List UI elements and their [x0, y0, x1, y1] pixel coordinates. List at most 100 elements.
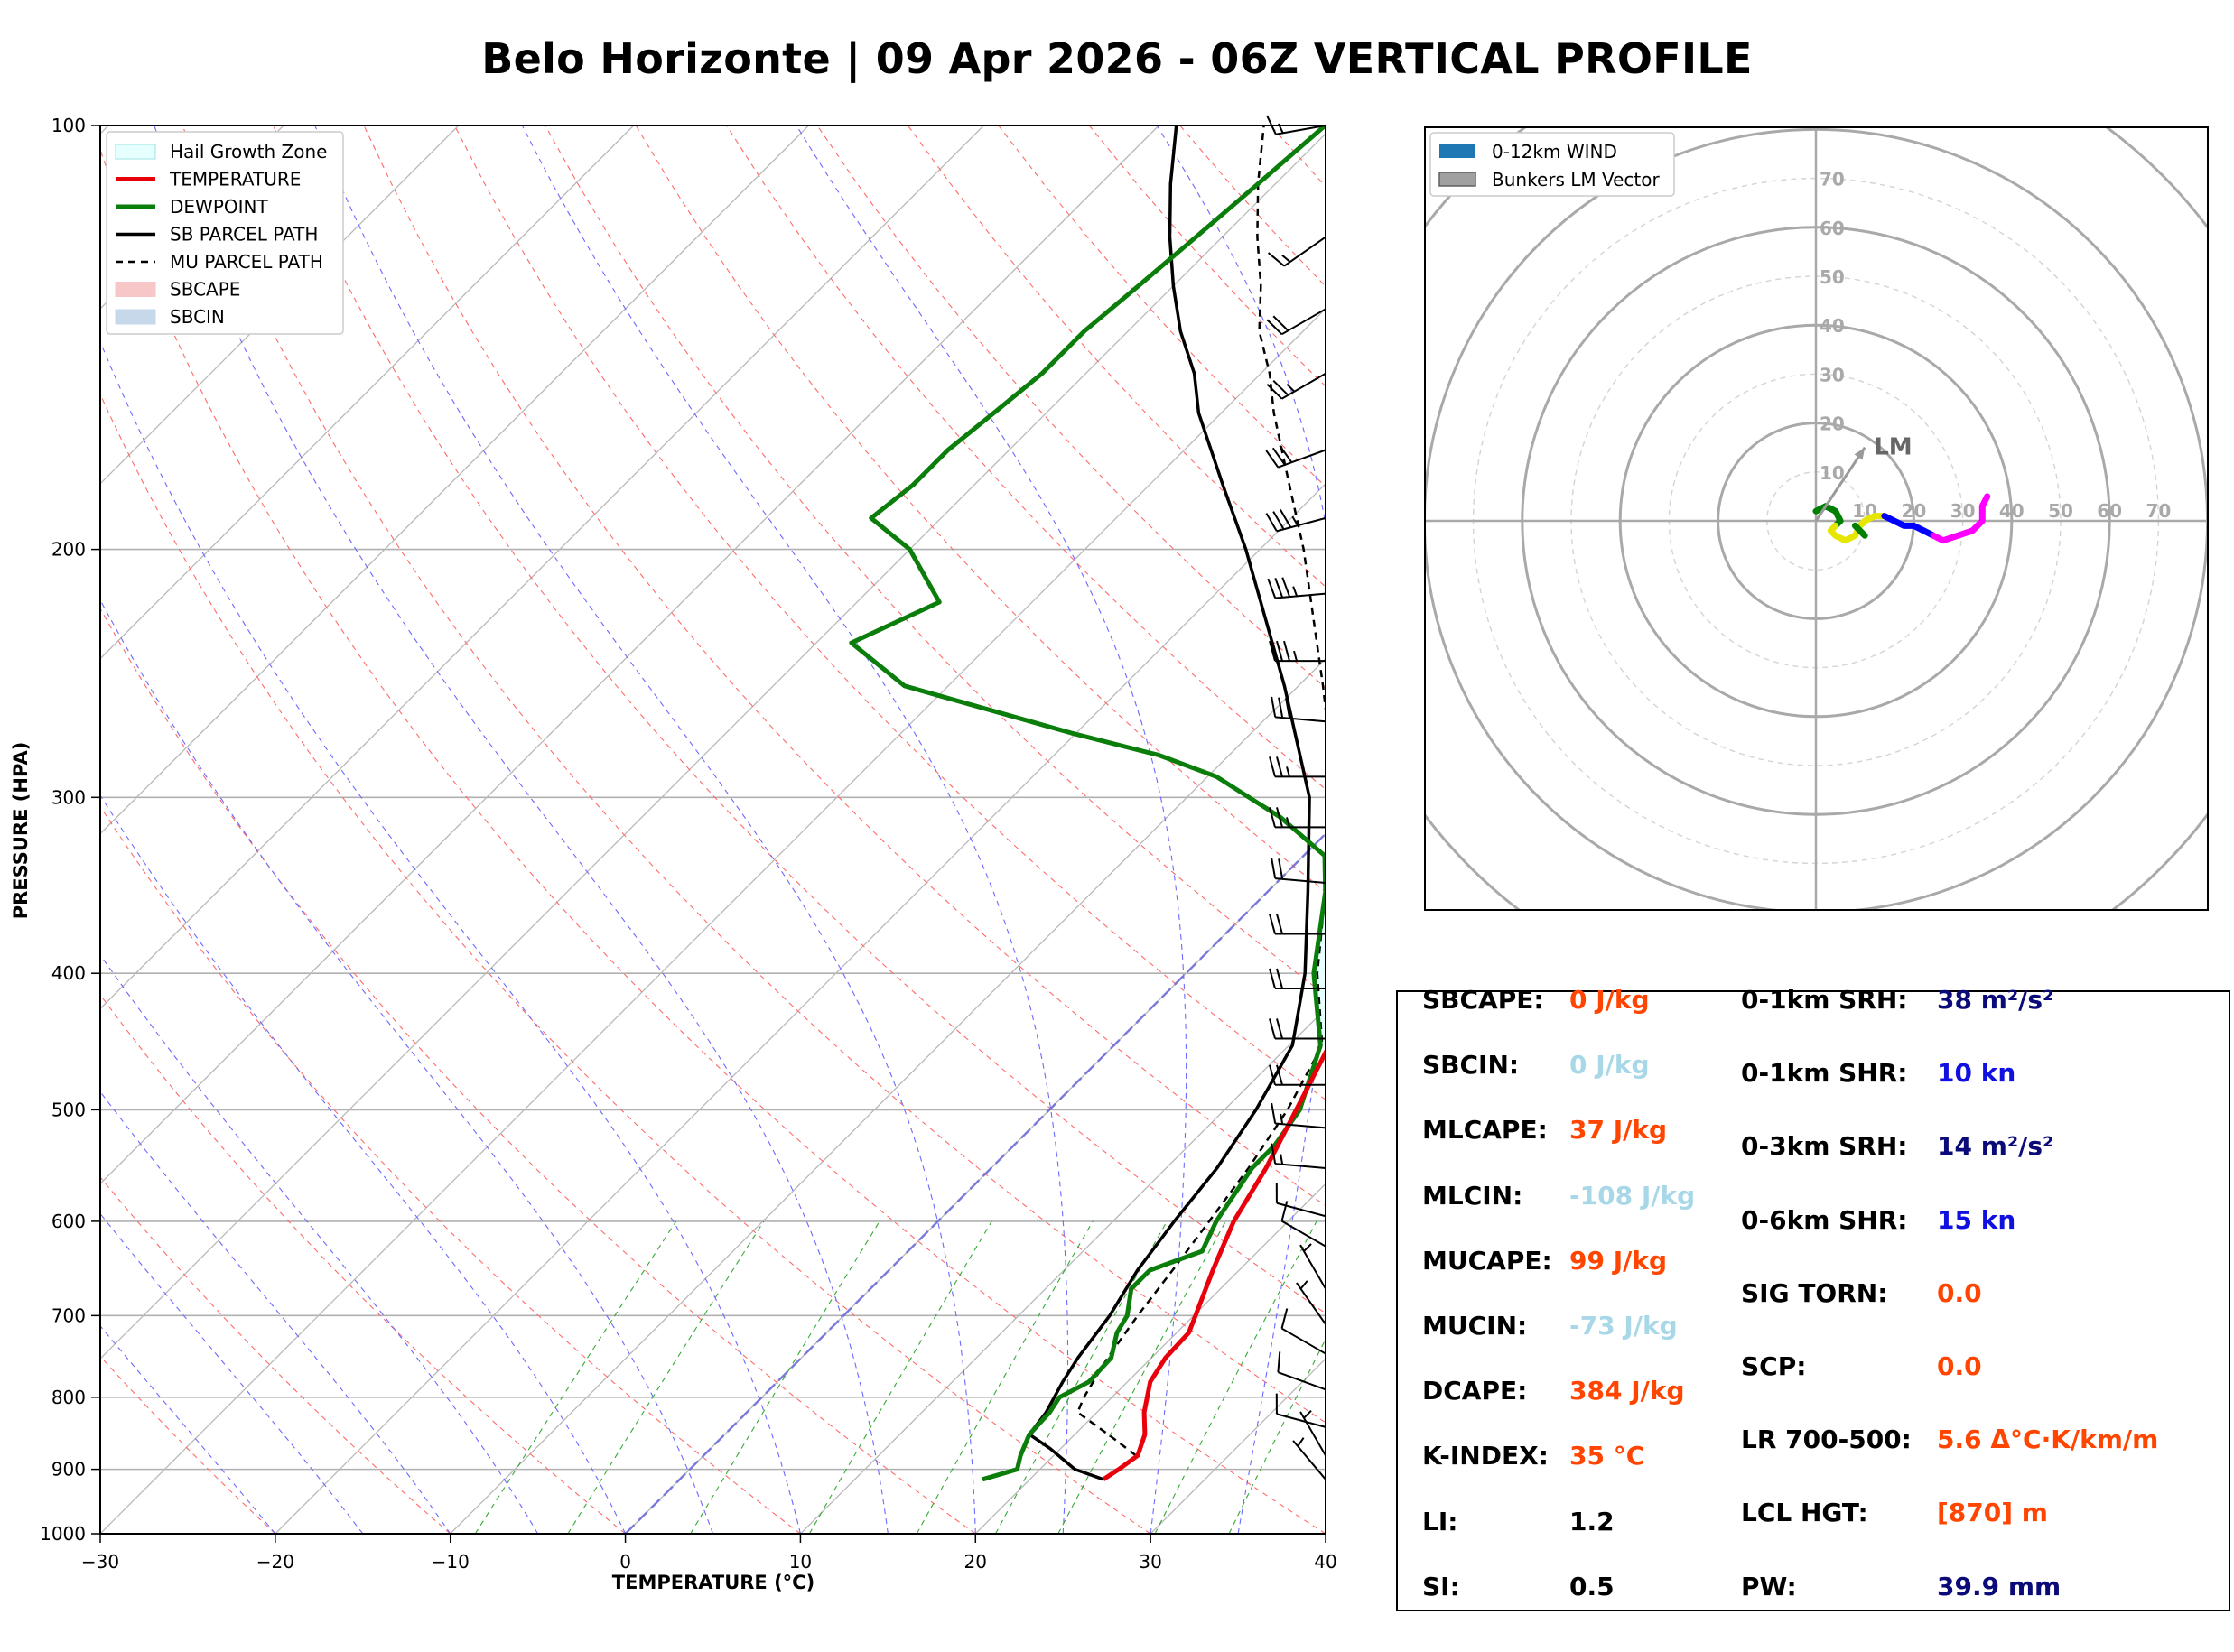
- wind-barb: [1280, 1201, 1326, 1248]
- barb-flag: [1276, 640, 1283, 662]
- wind-barb: [1266, 115, 1326, 135]
- wind-barb: [1299, 1243, 1326, 1290]
- wind-barb: [1267, 236, 1326, 267]
- barb-flag: [1269, 1018, 1276, 1039]
- barb-flag: [1269, 968, 1276, 989]
- index-value: 0 J/kg: [1569, 985, 1650, 1015]
- hodo-ring-label-x: 60: [2097, 500, 2122, 522]
- x-tick-label: −20: [256, 1551, 294, 1573]
- barb-flag: [1276, 756, 1283, 777]
- barb-flag: [1278, 858, 1284, 879]
- legend-swatch: [1439, 144, 1475, 158]
- barb-flag: [1265, 450, 1280, 469]
- barb-flag: [1280, 509, 1292, 528]
- index-label: LR 700-500:: [1741, 1425, 1912, 1455]
- barb-half-flag: [1292, 586, 1299, 597]
- dry-adiabat: [100, 148, 1326, 1534]
- barb-half-flag: [1280, 1154, 1284, 1165]
- barb-staff: [1281, 372, 1326, 400]
- index-label: SI:: [1422, 1571, 1460, 1601]
- x-tick-label: 0: [619, 1551, 631, 1573]
- barb-flag: [1274, 578, 1284, 599]
- skewt-legend: Hail Growth Zone TEMPERATURE DEWPOINT SB PA…: [106, 131, 344, 335]
- hodo-ring-label-x: 40: [1999, 500, 2025, 522]
- dry-adiabat: [100, 608, 976, 1534]
- freezing-isotherm: [624, 831, 1326, 1534]
- barb-flag: [1269, 756, 1276, 777]
- moist-adiabat: [100, 953, 539, 1534]
- y-tick-label: 900: [51, 1459, 86, 1480]
- index-label: MLCAPE:: [1422, 1115, 1548, 1146]
- barb-flag: [1272, 511, 1285, 530]
- index-value: -73 J/kg: [1569, 1311, 1678, 1341]
- mixing-ratio-line: [808, 1220, 992, 1534]
- wind-barb: [1271, 696, 1326, 723]
- moist-adiabat: [154, 125, 889, 1534]
- wind-barb: [1266, 372, 1326, 400]
- mixing-ratio-line: [1228, 1338, 1326, 1534]
- wind-barb: [1271, 1143, 1326, 1169]
- hodo-ring-label-y: 30: [1820, 364, 1845, 385]
- moist-adiabat: [100, 1325, 276, 1534]
- index-value: 39.9 mm: [1937, 1571, 2062, 1601]
- x-tick-label: −30: [81, 1551, 119, 1573]
- hodo-segment: [1851, 522, 1868, 539]
- index-label: MLCIN:: [1422, 1180, 1523, 1211]
- index-value: 0 J/kg: [1569, 1050, 1650, 1081]
- hodo-ring-label-x: 30: [1950, 500, 1976, 522]
- legend-label: Bunkers LM Vector: [1492, 169, 1661, 190]
- moist-adiabat: [314, 125, 976, 1534]
- barb-half-flag: [1293, 650, 1298, 662]
- y-tick-label: 100: [51, 115, 86, 136]
- lm-label: LM: [1874, 434, 1912, 461]
- wind-barb: [1292, 1437, 1326, 1480]
- barb-flag: [1267, 578, 1277, 599]
- hodo-ring-label-x: 70: [2146, 500, 2171, 522]
- barb-half-flag: [1286, 817, 1290, 828]
- index-label: K-INDEX:: [1422, 1441, 1549, 1471]
- index-value: 5.6 Δ°C·K/km/m: [1937, 1425, 2159, 1455]
- mixing-ratio-line: [995, 1220, 1168, 1534]
- barb-staff: [1275, 1163, 1326, 1169]
- hodo-ring-label-y: 20: [1820, 413, 1845, 435]
- barb-staff: [1278, 1371, 1326, 1391]
- wind-barb: [1269, 807, 1326, 829]
- isotherm: [100, 125, 460, 485]
- legend-swatch: [1438, 172, 1476, 187]
- index-label: SIG TORN:: [1741, 1277, 1888, 1308]
- index-value: 0.0: [1937, 1351, 1982, 1381]
- isotherm: [100, 125, 635, 660]
- barb-flag: [1276, 914, 1283, 934]
- hodo-segment: [1812, 503, 1844, 529]
- index-value: 1.2: [1569, 1506, 1615, 1536]
- index-label: SBCIN:: [1422, 1050, 1520, 1081]
- barb-flag: [1280, 1201, 1289, 1221]
- index-value: 0.5: [1569, 1571, 1615, 1601]
- dry-adiabat: [100, 393, 1151, 1534]
- bunkers-lm-vector: [1814, 446, 1866, 522]
- hodo-ring-label-x: 50: [2048, 500, 2073, 522]
- barb-half-flag: [1303, 1243, 1312, 1252]
- wind-barb: [1269, 756, 1326, 778]
- barb-staff: [1276, 516, 1326, 533]
- barb-flag: [1271, 1102, 1277, 1124]
- y-tick-label: 400: [51, 962, 86, 984]
- y-tick-label: 300: [51, 786, 86, 808]
- hodo-ring-label-x: 20: [1901, 500, 1926, 522]
- barb-flag: [1272, 379, 1289, 396]
- barb-staff: [1283, 236, 1326, 267]
- legend-label: MU PARCEL PATH: [170, 251, 323, 273]
- legend-label: SB PARCEL PATH: [170, 224, 318, 246]
- barb-flag: [1276, 1018, 1283, 1039]
- y-tick-label: 600: [51, 1211, 86, 1232]
- moist-adiabat: [796, 125, 1187, 1534]
- dry-adiabat: [545, 125, 1326, 997]
- hodo-ring-label-y: 60: [1820, 218, 1845, 239]
- mixing-ratio-line: [690, 1220, 880, 1534]
- wind-barb: [1269, 1064, 1326, 1086]
- dry-adiabat: [100, 1355, 276, 1534]
- barb-flag: [1266, 115, 1277, 135]
- barb-flag: [1265, 513, 1278, 532]
- barb-half-flag: [1291, 515, 1299, 526]
- x-axis-label: TEMPERATURE (°C): [612, 1572, 814, 1593]
